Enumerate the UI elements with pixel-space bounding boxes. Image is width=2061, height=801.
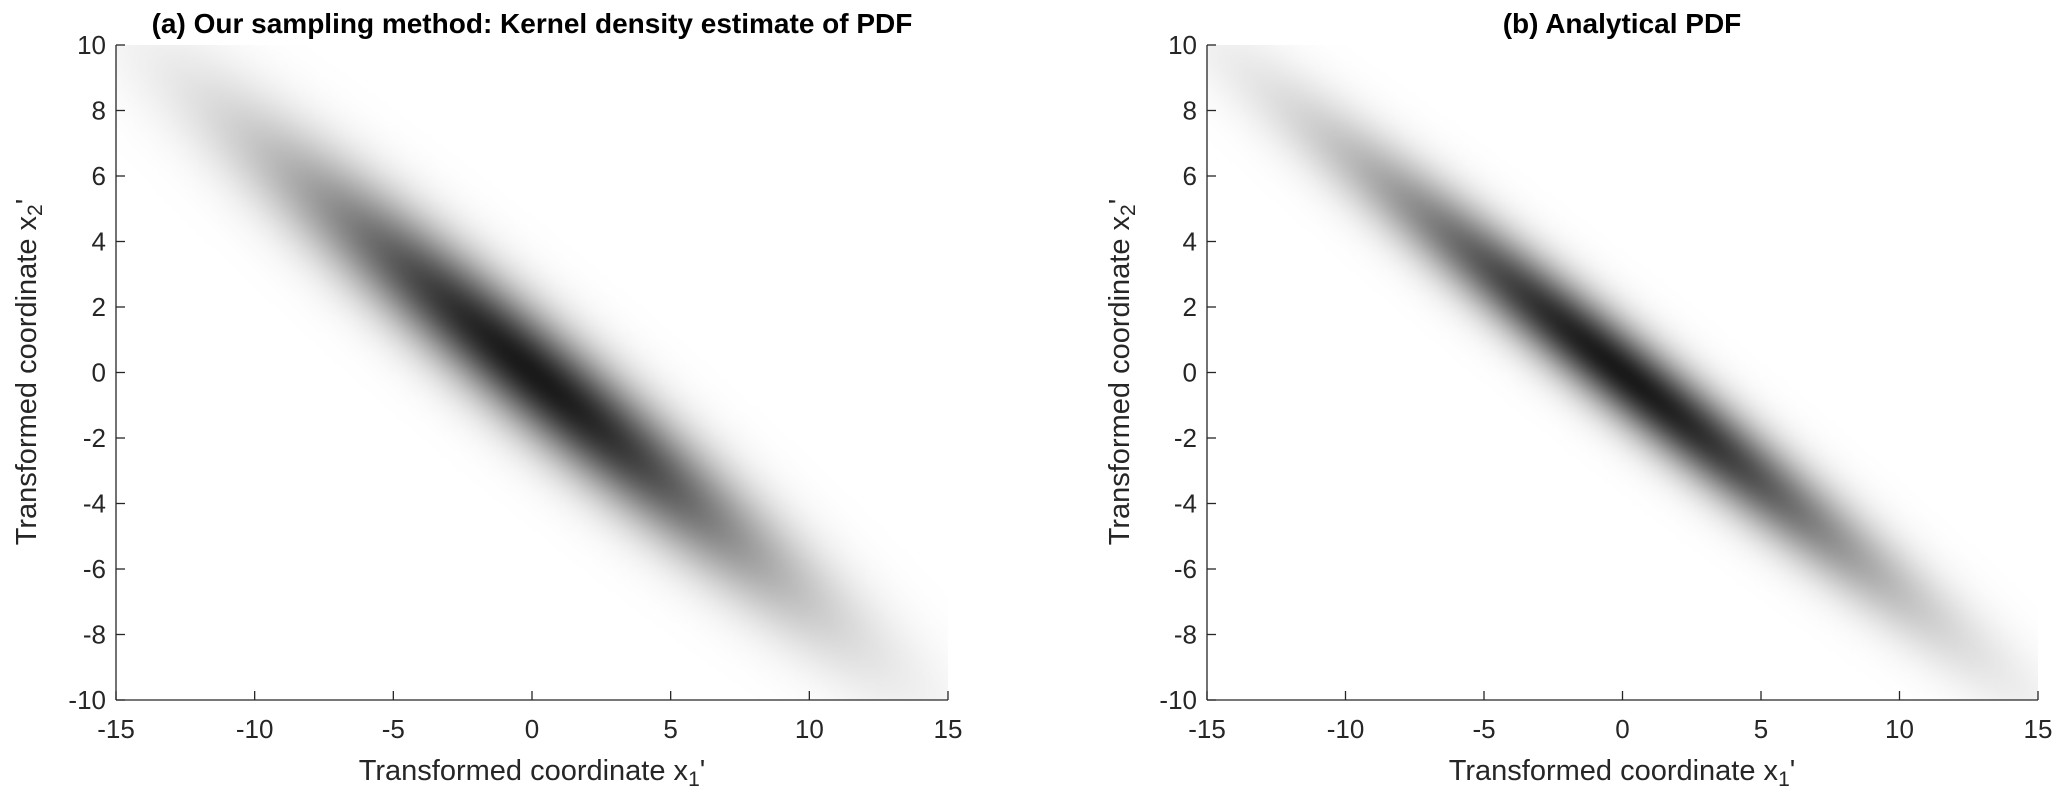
panel-title-b: (b) Analytical PDF	[1503, 8, 1742, 39]
y-tick-label: -6	[83, 554, 106, 584]
density-image-a	[116, 45, 948, 700]
y-tick-label: -6	[1174, 554, 1197, 584]
y-tick-label: 4	[1183, 227, 1197, 257]
x-tick-label: 15	[934, 714, 963, 744]
y-ticks-a: -10 -8 -6 -4 -2 0 2 4 6 8 10	[68, 30, 125, 715]
x-tick-label: 10	[1885, 714, 1914, 744]
y-tick-label: -8	[83, 620, 106, 650]
x-tick-label: 5	[1754, 714, 1768, 744]
y-tick-label: 2	[92, 292, 106, 322]
y-tick-label: -10	[68, 685, 106, 715]
y-axis-label-a: Transformed coordinate x2'	[11, 199, 47, 546]
y-tick-label: -10	[1159, 685, 1197, 715]
y-tick-label: 6	[1183, 161, 1197, 191]
x-tick-label: -5	[382, 714, 405, 744]
y-tick-label: -2	[1174, 423, 1197, 453]
x-tick-label: 0	[1615, 714, 1629, 744]
y-tick-label: 8	[92, 96, 106, 126]
x-tick-label: -10	[236, 714, 274, 744]
panel-title-a: (a) Our sampling method: Kernel density …	[152, 8, 913, 39]
y-tick-label: 2	[1183, 292, 1197, 322]
y-tick-label: 4	[92, 227, 106, 257]
x-tick-label: -15	[1188, 714, 1226, 744]
y-tick-label: 10	[77, 30, 106, 60]
y-tick-label: -4	[83, 489, 106, 519]
y-axis-label-b: Transformed coordinate x2'	[1104, 199, 1140, 546]
x-tick-label: -15	[97, 714, 135, 744]
y-tick-label: 6	[92, 161, 106, 191]
y-tick-label: -8	[1174, 620, 1197, 650]
x-tick-label: 0	[525, 714, 539, 744]
x-ticks-a: -15 -10 -5 0 5 10 15	[97, 691, 962, 744]
y-tick-label: -2	[83, 423, 106, 453]
x-tick-label: 5	[663, 714, 677, 744]
x-ticks-b: -15 -10 -5 0 5 10 15	[1188, 691, 2052, 744]
x-tick-label: 15	[2024, 714, 2053, 744]
x-tick-label: 10	[795, 714, 824, 744]
y-ticks-b: -10 -8 -6 -4 -2 0 2 4 6 8 10	[1159, 30, 1216, 715]
x-tick-label: -10	[1327, 714, 1365, 744]
x-axis-label-b: Transformed coordinate x1'	[1449, 755, 1796, 791]
y-tick-label: 0	[1183, 358, 1197, 388]
density-image-b	[1207, 45, 2038, 700]
y-tick-label: 0	[92, 358, 106, 388]
y-tick-label: 8	[1183, 96, 1197, 126]
y-tick-label: -4	[1174, 489, 1197, 519]
y-tick-label: 10	[1168, 30, 1197, 60]
x-tick-label: -5	[1472, 714, 1495, 744]
x-axis-label-a: Transformed coordinate x1'	[359, 755, 706, 791]
